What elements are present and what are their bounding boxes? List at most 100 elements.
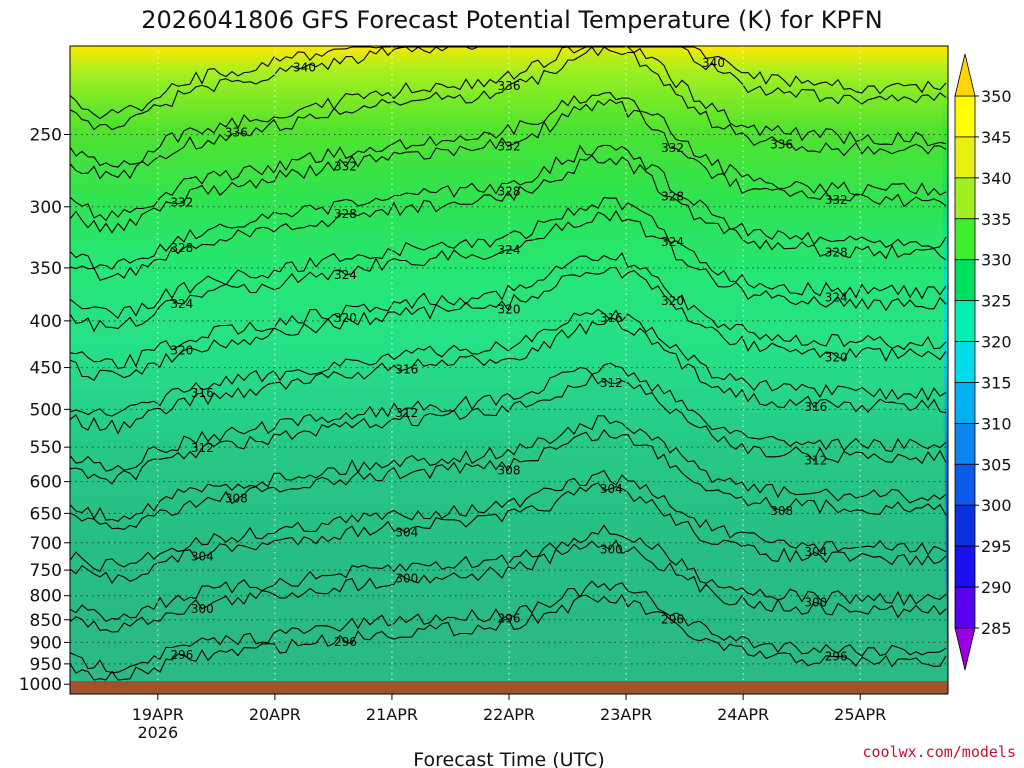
contour-label: 332 — [498, 140, 521, 154]
colorbar-segment — [954, 300, 976, 342]
contour-label: 324 — [498, 243, 521, 257]
contour-label: 332 — [334, 159, 357, 173]
contour-label: 312 — [191, 441, 214, 455]
contour-line — [70, 46, 947, 120]
x-tick-label: 23APR — [600, 705, 652, 724]
contour-line — [70, 482, 947, 585]
colorbar-label: 295 — [981, 537, 1012, 556]
contour-label: 312 — [600, 376, 623, 390]
field-band — [70, 101, 948, 694]
colorbar-label: 345 — [981, 128, 1012, 147]
contour-label: 320 — [170, 343, 193, 357]
x-tick-label: 22APR — [483, 705, 535, 724]
contour-label: 296 — [825, 650, 848, 664]
contour-label: 324 — [661, 235, 684, 249]
contour-label: 312 — [804, 454, 827, 468]
y-tick-label: 800 — [30, 587, 62, 607]
colorbar-label: 350 — [981, 87, 1012, 106]
y-tick-label: 600 — [30, 473, 62, 493]
y-tick-label: 1000 — [19, 675, 62, 695]
contour-line — [70, 46, 947, 180]
contour-label: 340 — [293, 60, 316, 74]
contour-labels: 340 340 336 336 336 332 332 332 332 332 328 328 328 3… — [170, 56, 847, 664]
colorbar-label: 310 — [981, 414, 1012, 433]
contour-label: 324 — [170, 297, 193, 311]
contour-label: 312 — [395, 406, 418, 420]
contour-label: 332 — [170, 195, 193, 209]
y-tick-label: 700 — [30, 534, 62, 554]
x-tick-label: 24APR — [717, 705, 769, 724]
contour-label: 328 — [170, 241, 193, 255]
colorbar-label: 305 — [981, 455, 1012, 474]
y-tick-label: 900 — [30, 633, 62, 653]
contour-label: 316 — [804, 400, 827, 414]
contour-label: 296 — [334, 635, 357, 649]
colorbar-segment — [954, 177, 976, 220]
contour-label: 296 — [170, 648, 193, 662]
contour-label: 320 — [661, 294, 684, 308]
contour-line — [70, 593, 947, 681]
x-axis-label: Forecast Time (UTC) — [413, 749, 604, 768]
contour-label: 320 — [825, 350, 848, 364]
contour-label: 328 — [825, 245, 848, 259]
colorbar-extend-bottom — [954, 627, 976, 671]
contour-label: 304 — [395, 526, 418, 540]
y-tick-label: 350 — [30, 259, 62, 279]
colorbar-label: 300 — [981, 496, 1012, 515]
contour-line — [70, 539, 947, 633]
contour-label: 316 — [191, 386, 214, 400]
y-tick-label: 950 — [30, 655, 62, 675]
contour-label: 304 — [804, 545, 827, 559]
contour-label: 304 — [600, 482, 623, 496]
contour-line — [70, 98, 947, 234]
colorbar-segment — [954, 586, 976, 629]
contour-label: 332 — [825, 193, 848, 207]
contour-line — [70, 91, 947, 222]
contour-label: 336 — [225, 126, 248, 140]
x-tick-sublabel: 2026 — [137, 723, 178, 742]
y-tick-label: 650 — [30, 504, 62, 524]
field-band — [70, 319, 948, 694]
colorbar-label: 330 — [981, 251, 1012, 270]
colorbar: 350 345 340 335 330 325 320 315 310 305 300 295 290 2… — [954, 53, 1012, 671]
contour-label: 336 — [770, 137, 793, 151]
contour-label: 328 — [334, 207, 357, 221]
contour-label: 308 — [225, 492, 248, 506]
y-tick-label: 250 — [30, 125, 62, 145]
contour-label: 300 — [191, 602, 214, 616]
contour-label: 300 — [395, 572, 418, 586]
contour-line — [70, 252, 947, 370]
contour-line — [70, 317, 947, 435]
contour-label: 328 — [661, 190, 684, 204]
credit-text: coolwx.com/models — [862, 743, 1016, 761]
contour-line — [70, 46, 947, 168]
y-tick-label: 300 — [30, 198, 62, 218]
contour-label: 304 — [191, 550, 214, 564]
colorbar-segment — [954, 136, 976, 179]
contour-label: 308 — [770, 504, 793, 518]
surface-strip — [70, 681, 948, 694]
y-axis: 2503003504004505005506006507007508008509… — [19, 125, 70, 695]
contour-label: 316 — [600, 311, 623, 325]
colorbar-segment — [954, 504, 976, 547]
y-tick-label: 450 — [30, 359, 62, 379]
contour-label: 296 — [498, 612, 521, 626]
colorbar-segment — [954, 422, 976, 465]
x-tick-label: 19APR — [132, 705, 184, 724]
x-tick-label: 20APR — [249, 705, 301, 724]
colorbar-label: 325 — [981, 292, 1012, 311]
colorbar-segment — [954, 341, 976, 383]
y-tick-label: 850 — [30, 611, 62, 631]
contour-label: 300 — [600, 542, 623, 556]
colorbar-label: 335 — [981, 210, 1012, 229]
contour-label: 296 — [661, 613, 684, 627]
x-tick-label: 21APR — [366, 705, 418, 724]
contour-line — [70, 469, 947, 573]
field-bands — [70, 46, 948, 694]
contour-label: 336 — [498, 79, 521, 93]
contour-line — [70, 415, 947, 522]
field-band — [70, 156, 948, 694]
contour-label: 340 — [702, 56, 725, 70]
colorbar-label: 285 — [981, 619, 1012, 638]
